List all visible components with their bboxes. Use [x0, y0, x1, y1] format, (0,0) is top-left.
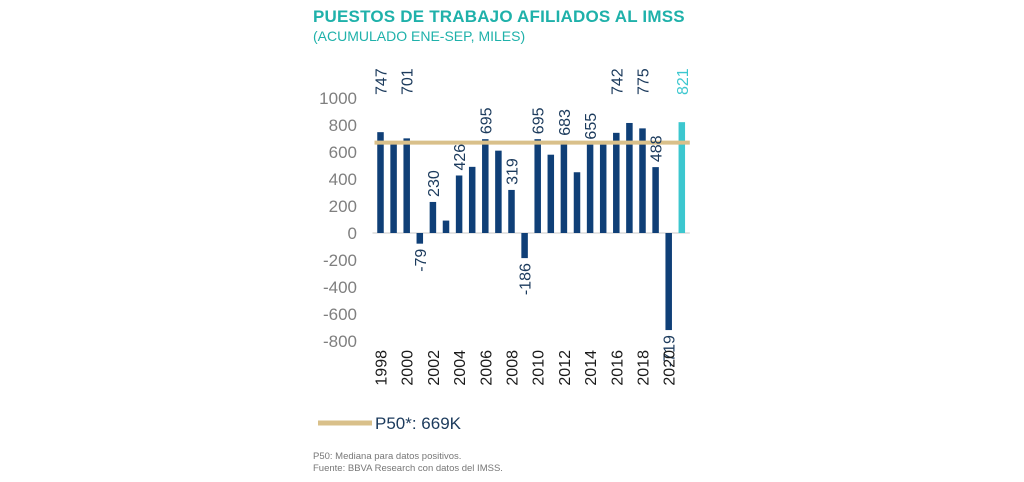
value-label-2004: 426: [452, 144, 469, 171]
x-tick-label-2004: 2004: [452, 350, 469, 386]
legend-label: P50*: 669K: [375, 414, 462, 433]
x-tick-label-2016: 2016: [609, 350, 626, 386]
y-tick-label: 600: [329, 143, 357, 162]
x-tick-label-2008: 2008: [505, 350, 522, 386]
x-tick-label-2020: 2020: [662, 350, 679, 386]
value-label-2010: 695: [531, 107, 548, 134]
y-tick-label: 1000: [319, 89, 357, 108]
bar-2009: [521, 233, 528, 259]
x-tick-label-1998: 1998: [374, 350, 391, 386]
value-label-2014: 655: [583, 113, 600, 140]
value-label-2019: 488: [649, 135, 666, 162]
value-label-2009: -186: [518, 263, 535, 295]
x-tick-label-2018: 2018: [636, 350, 653, 386]
y-tick-label: -400: [323, 278, 357, 297]
y-tick-label: -800: [323, 332, 357, 351]
value-label-2006: 695: [478, 107, 495, 134]
footnote-source: Fuente: BBVA Research con datos del IMSS…: [313, 463, 503, 474]
bar-2019: [652, 167, 659, 233]
bar-2021: [678, 122, 686, 233]
value-label-2021: 821: [675, 68, 692, 95]
bars: [377, 122, 686, 331]
y-tick-label: -600: [323, 305, 357, 324]
x-tick-label-2010: 2010: [531, 350, 548, 386]
y-tick-label: 800: [329, 116, 357, 135]
bar-2003: [442, 220, 450, 233]
y-tick-label: -200: [323, 251, 357, 270]
footnotes: P50: Mediana para datos positivos. Fuent…: [313, 451, 503, 475]
bar-1998: [377, 132, 384, 233]
value-label-2002: 230: [426, 170, 443, 197]
bar-2004: [455, 175, 463, 233]
bar-2006: [482, 139, 489, 233]
bar-2002: [429, 201, 437, 233]
value-label-2020: -719: [662, 335, 679, 367]
value-labels: 747 701 -79 230 426 695 319 -186 695 683 655 742 775…: [374, 68, 692, 367]
bar-2005: [468, 166, 476, 233]
bar-2001: [416, 233, 424, 244]
bar-2015: [599, 144, 607, 233]
chart-title: PUESTOS DE TRABAJO AFILIADOS AL IMSS: [313, 7, 685, 26]
bar-2010: [534, 139, 541, 233]
x-tick-label-2014: 2014: [583, 350, 600, 386]
bar-2016: [613, 132, 620, 233]
x-tick-label-2000: 2000: [400, 350, 417, 386]
bar-2000: [403, 138, 410, 233]
value-label-2001: -79: [413, 249, 430, 272]
y-tick-label: 200: [329, 197, 357, 216]
bar-1999: [390, 142, 397, 233]
bar-2017: [626, 122, 633, 233]
bar-2008: [508, 189, 515, 233]
x-tick-label-2002: 2002: [426, 350, 443, 386]
bar-2007: [495, 150, 502, 233]
value-label-2000: 701: [400, 68, 417, 95]
bar-2014: [586, 144, 594, 233]
value-label-1998: 747: [374, 68, 391, 95]
bar-2012: [560, 140, 568, 233]
bar-2013: [573, 172, 581, 233]
value-label-2018: 775: [636, 68, 653, 95]
y-tick-label: 400: [329, 170, 357, 189]
bar-2011: [547, 154, 555, 233]
value-label-2016: 742: [609, 68, 626, 95]
x-tick-label-2006: 2006: [478, 350, 495, 386]
x-axis-ticks: 1998 2000 2002 2004 2006 2008 2010 2012 2014 2016…: [374, 350, 679, 386]
y-axis-ticks: 1000 800 600 400 200 0 -200 -400 -600 -800: [319, 89, 357, 351]
y-tick-label: 0: [348, 224, 357, 243]
footnote-median: P50: Mediana para datos positivos.: [313, 451, 462, 462]
legend: P50*: 669K: [318, 414, 462, 433]
bar-2020: [665, 233, 672, 331]
value-label-2008: 319: [505, 158, 522, 185]
value-label-2012: 683: [557, 109, 574, 136]
x-tick-label-2012: 2012: [557, 350, 574, 386]
bar-2018: [639, 128, 646, 233]
chart-subtitle: (ACUMULADO ENE-SEP, MILES): [313, 28, 526, 44]
